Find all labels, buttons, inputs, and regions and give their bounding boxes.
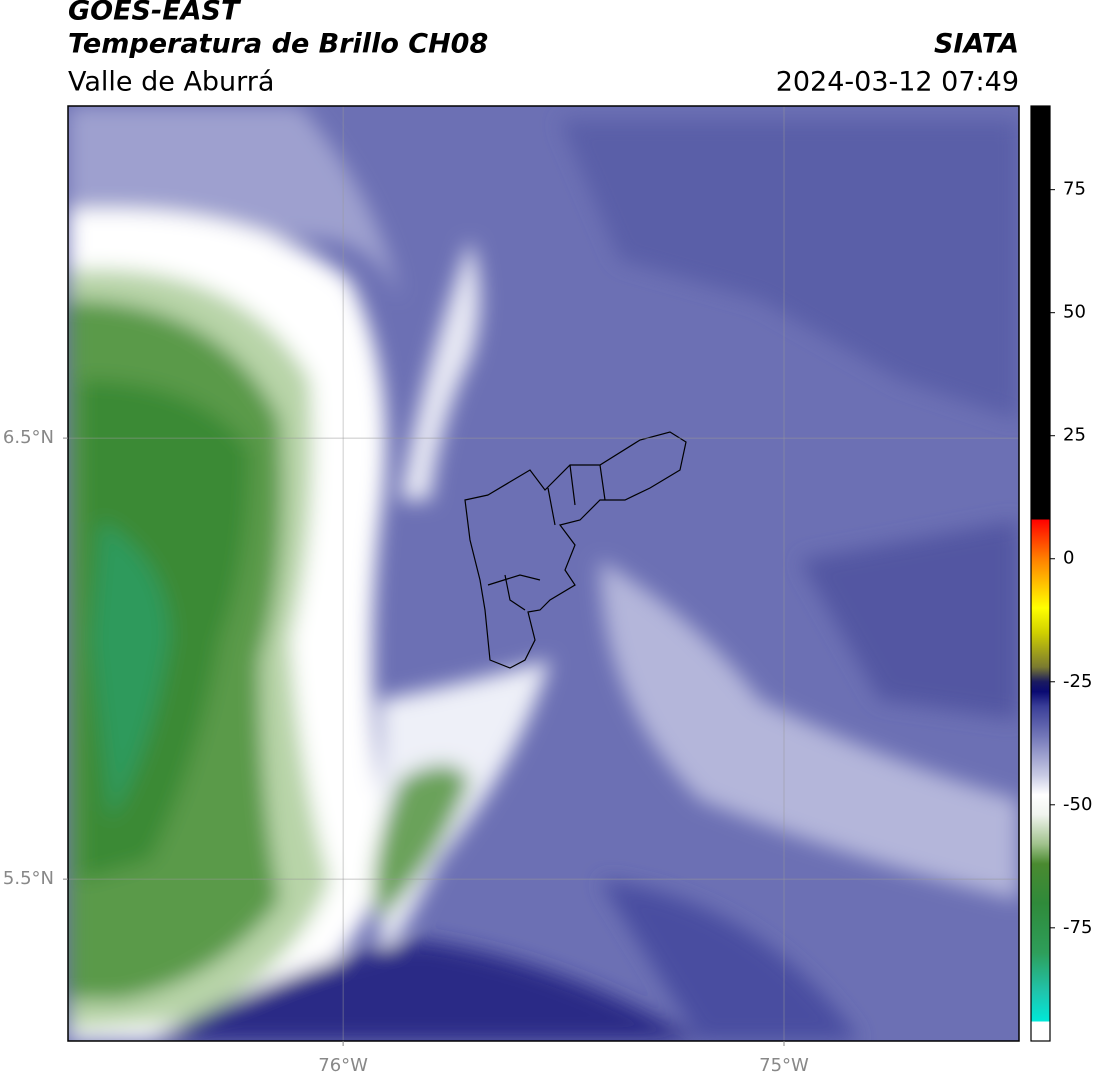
colorbar-tick-label: 25 — [1063, 425, 1086, 446]
x-tick-label: 76°W — [318, 1055, 368, 1076]
title: GOES-EAST — [68, 0, 242, 27]
y-tick-label: 5.5°N — [3, 868, 54, 889]
colorbar-tick-label: -75 — [1063, 917, 1092, 938]
colorbar-tick-label: -25 — [1063, 671, 1092, 692]
region: Valle de Aburrá — [68, 67, 274, 98]
map-frame — [67, 105, 1020, 1042]
colorbar-tick-label: 75 — [1063, 179, 1086, 200]
subtitle: Temperatura de Brillo CH08 — [68, 29, 488, 60]
timestamp: 2024-03-12 07:49 — [776, 67, 1019, 98]
source: SIATA — [934, 29, 1019, 60]
x-tick-label: 75°W — [759, 1055, 809, 1076]
map-field — [68, 106, 1019, 1041]
valley-outline — [464, 431, 687, 669]
colorbar-tick-label: -50 — [1063, 794, 1092, 815]
colorbar-tick-label: 50 — [1063, 302, 1086, 323]
y-tick-label: 6.5°N — [3, 427, 54, 448]
colorbar — [1030, 105, 1051, 1042]
colorbar-tick-label: 0 — [1063, 548, 1074, 569]
